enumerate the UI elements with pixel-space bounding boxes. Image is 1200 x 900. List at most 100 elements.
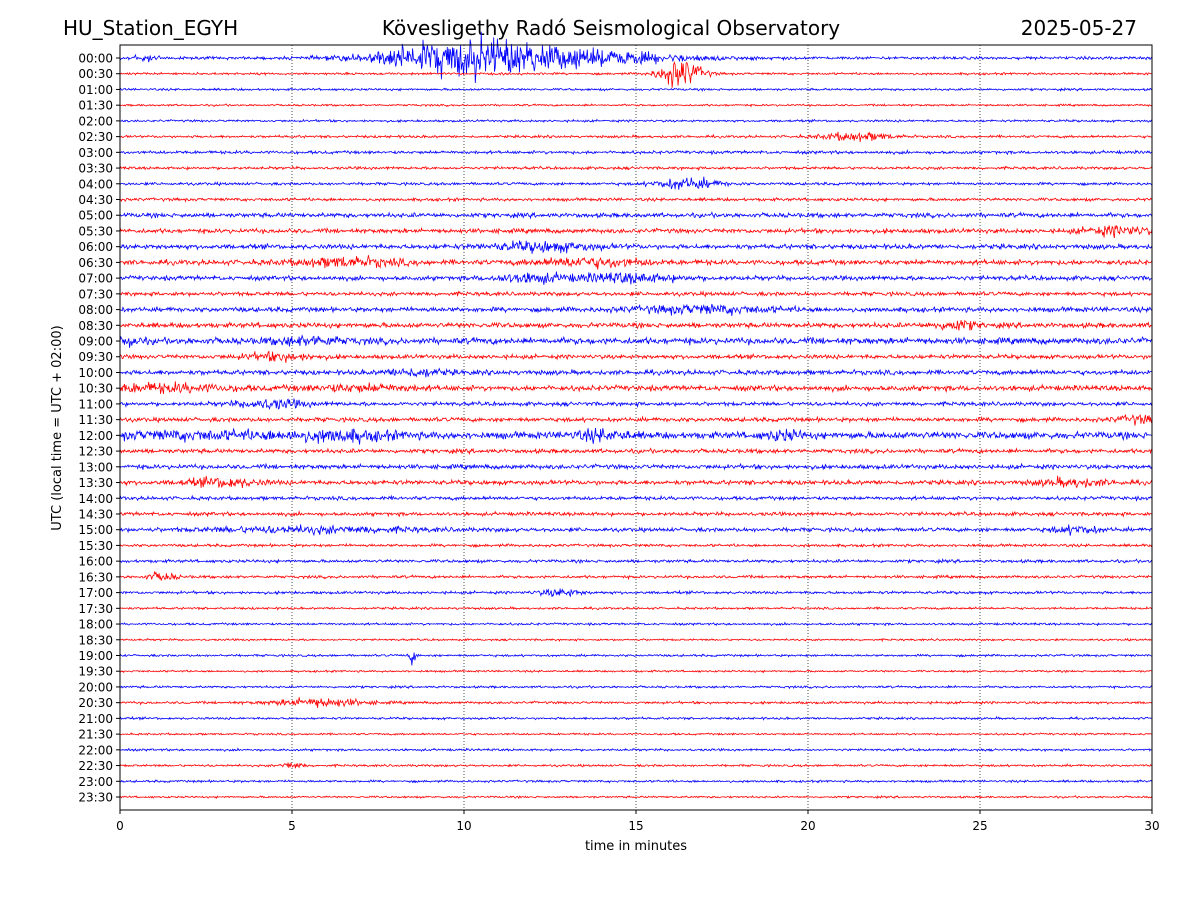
ytick-label-1630: 16:30 (78, 570, 113, 584)
trace-0330 (119, 165, 1153, 172)
trace-1300 (119, 462, 1153, 471)
trace-0600 (119, 240, 1153, 254)
trace-1930 (119, 669, 1153, 674)
trace-0730 (119, 290, 1153, 298)
ytick-label-0100: 01:00 (78, 83, 113, 97)
trace-2100 (119, 715, 1153, 721)
ytick-label-0900: 09:00 (78, 335, 113, 349)
ytick-label-0430: 04:30 (78, 193, 113, 207)
ytick-label-1700: 17:00 (78, 586, 113, 600)
ytick-label-1200: 12:00 (78, 429, 113, 443)
xtick-label-10: 10 (456, 819, 471, 833)
ytick-label-1030: 10:30 (78, 382, 113, 396)
trace-1330 (119, 475, 1153, 489)
trace-0400 (119, 176, 1153, 190)
trace-0200 (119, 118, 1153, 124)
trace-0630 (119, 255, 1153, 270)
ytick-label-0530: 05:30 (78, 224, 113, 238)
trace-0700 (119, 271, 1153, 285)
trace-1630 (119, 571, 1153, 581)
trace-0000 (119, 31, 1153, 84)
ytick-label-2230: 22:30 (78, 759, 113, 773)
trace-1200 (119, 427, 1153, 445)
ytick-label-0830: 08:30 (78, 319, 113, 333)
ytick-label-0130: 01:30 (78, 99, 113, 113)
trace-0230 (119, 131, 1153, 142)
y-axis-label: UTC (local time = UTC + 02:00) (50, 325, 65, 530)
ytick-label-1930: 19:30 (78, 665, 113, 679)
station-name: HU_Station_EGYH (63, 16, 238, 40)
ytick-label-2300: 23:00 (78, 775, 113, 789)
ytick-label-1000: 10:00 (78, 366, 113, 380)
trace-2300 (119, 778, 1153, 784)
ytick-label-1830: 18:30 (78, 633, 113, 647)
ytick-label-0700: 07:00 (78, 272, 113, 286)
ytick-label-0630: 06:30 (78, 256, 113, 270)
trace-1530 (119, 542, 1153, 549)
ytick-label-1500: 15:00 (78, 523, 113, 537)
trace-0800 (119, 303, 1153, 316)
ytick-label-0230: 02:30 (78, 130, 113, 144)
observatory-title: Kövesligethy Radó Seismological Observat… (382, 16, 840, 40)
trace-0030 (119, 61, 1153, 88)
xtick-label-0: 0 (116, 819, 124, 833)
trace-0430 (119, 196, 1153, 203)
trace-0530 (119, 224, 1153, 239)
trace-2330 (119, 794, 1153, 800)
trace-2200 (119, 747, 1153, 753)
ytick-label-0800: 08:00 (78, 303, 113, 317)
trace-1900 (119, 652, 1153, 666)
trace-layer (119, 31, 1153, 800)
ytick-label-1730: 17:30 (78, 602, 113, 616)
trace-2000 (119, 684, 1153, 690)
ytick-label-1230: 12:30 (78, 445, 113, 459)
trace-2230 (119, 762, 1153, 769)
ytick-label-1300: 13:00 (78, 460, 113, 474)
xtick-label-15: 15 (628, 819, 643, 833)
ytick-label-0400: 04:00 (78, 177, 113, 191)
trace-1100 (119, 397, 1153, 410)
trace-1500 (119, 524, 1153, 537)
trace-1030 (119, 381, 1153, 394)
ytick-label-1400: 14:00 (78, 492, 113, 506)
trace-0830 (119, 319, 1153, 331)
trace-0900 (119, 334, 1153, 348)
trace-1000 (119, 367, 1153, 378)
trace-1700 (119, 588, 1153, 598)
ytick-label-0200: 02:00 (78, 114, 113, 128)
trace-0100 (119, 87, 1153, 92)
ytick-label-0600: 06:00 (78, 240, 113, 254)
ytick-label-2330: 23:30 (78, 791, 113, 805)
trace-1830 (120, 637, 1153, 643)
ytick-label-2130: 21:30 (78, 728, 113, 742)
xtick-label-20: 20 (800, 819, 815, 833)
trace-1730 (119, 605, 1153, 611)
ytick-label-0500: 05:00 (78, 209, 113, 223)
ytick-label-1900: 19:00 (78, 649, 113, 663)
date-label: 2025-05-27 (1021, 16, 1137, 40)
trace-0300 (119, 149, 1153, 156)
ytick-label-0000: 00:00 (78, 52, 113, 66)
trace-1230 (119, 447, 1153, 456)
ytick-label-1800: 18:00 (78, 618, 113, 632)
trace-1400 (119, 494, 1153, 502)
trace-1130 (119, 414, 1153, 426)
ytick-label-0930: 09:30 (78, 350, 113, 364)
trace-2130 (119, 732, 1153, 737)
ytick-label-2030: 20:30 (78, 696, 113, 710)
xtick-label-25: 25 (972, 819, 987, 833)
ytick-label-2200: 22:00 (78, 743, 113, 757)
xtick-label-5: 5 (288, 819, 296, 833)
trace-1800 (119, 621, 1153, 627)
ytick-label-0330: 03:30 (78, 162, 113, 176)
trace-1430 (119, 510, 1153, 518)
plot-background (120, 45, 1152, 810)
ytick-label-0300: 03:00 (78, 146, 113, 160)
trace-0930 (119, 350, 1153, 363)
ytick-label-1530: 15:30 (78, 539, 113, 553)
trace-2030 (119, 697, 1153, 708)
x-axis-ticks: 0 5 10 15 20 25 30 (116, 810, 1160, 833)
